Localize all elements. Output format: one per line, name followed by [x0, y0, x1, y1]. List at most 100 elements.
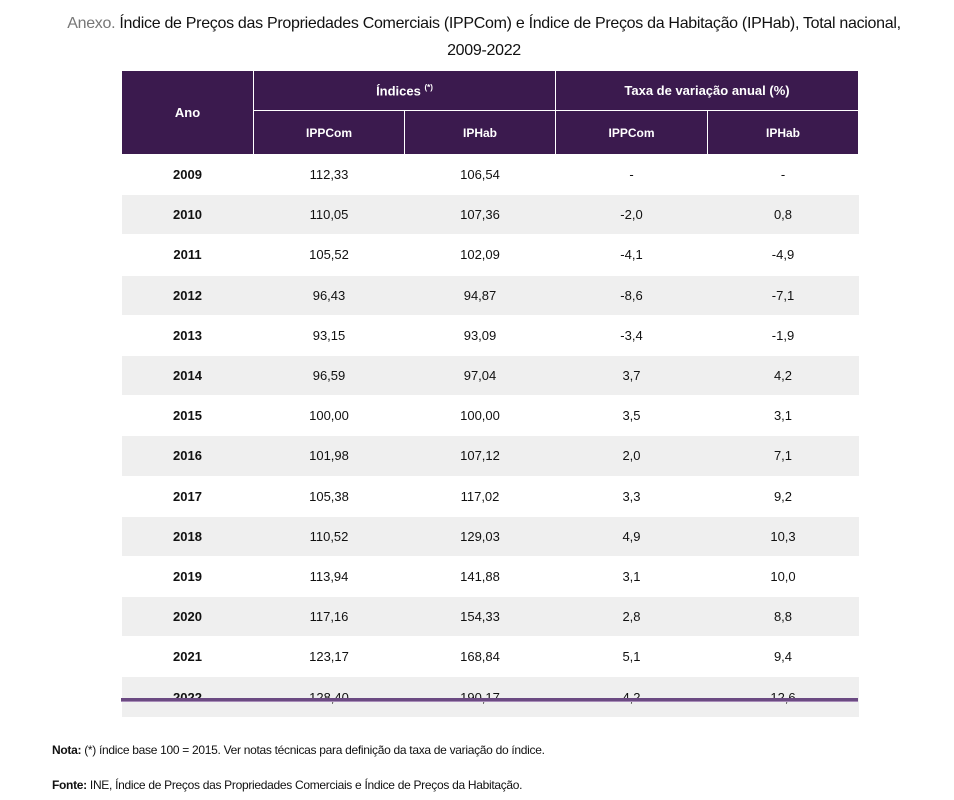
- cell-ippcom-rate: 2,8: [555, 596, 708, 637]
- cell-ippcom-rate: 4,2: [555, 676, 708, 717]
- header-rate-iphab: IPHab: [707, 110, 859, 155]
- cell-iphab-rate: -4,9: [707, 234, 859, 276]
- table-row: 2018 110,52 129,03 4,9 10,3: [121, 515, 859, 557]
- table-row: 2016 101,98 107,12 2,0 7,1: [121, 435, 859, 476]
- cell-ippcom-index: 117,16: [253, 596, 405, 637]
- cell-iphab-rate: 4,2: [707, 354, 859, 396]
- cell-iphab-index: 168,84: [404, 636, 556, 677]
- cell-iphab-index: 106,54: [404, 153, 556, 195]
- cell-iphab-rate: 0,8: [707, 194, 859, 235]
- cell-ippcom-rate: -: [555, 153, 708, 195]
- cell-iphab-rate: 7,1: [707, 435, 859, 476]
- cell-iphab-rate: 10,3: [707, 515, 859, 557]
- cell-iphab-rate: -1,9: [707, 314, 859, 356]
- cell-iphab-rate: 10,0: [707, 555, 859, 597]
- cell-year: 2015: [121, 395, 254, 436]
- cell-iphab-rate: 3,1: [707, 395, 859, 436]
- header-indices-ippcom: IPPCom: [253, 110, 405, 155]
- note-text: (*) índice base 100 = 2015. Ver notas té…: [84, 743, 545, 757]
- cell-ippcom-index: 96,59: [253, 354, 405, 396]
- table-row: 2010 110,05 107,36 -2,0 0,8: [121, 194, 859, 235]
- cell-iphab-index: 94,87: [404, 274, 556, 316]
- cell-ippcom-index: 105,52: [253, 234, 405, 276]
- cell-iphab-index: 97,04: [404, 354, 556, 396]
- cell-year: 2009: [121, 153, 254, 195]
- cell-iphab-index: 100,00: [404, 395, 556, 436]
- table-row: 2012 96,43 94,87 -8,6 -7,1: [121, 274, 859, 316]
- cell-iphab-index: 190,17: [404, 676, 556, 717]
- cell-ippcom-index: 123,17: [253, 636, 405, 677]
- cell-ippcom-rate: -8,6: [555, 274, 708, 316]
- cell-iphab-index: 107,12: [404, 435, 556, 476]
- cell-ippcom-index: 93,15: [253, 314, 405, 356]
- cell-iphab-index: 117,02: [404, 475, 556, 517]
- source-label: Fonte:: [52, 778, 87, 792]
- cell-year: 2010: [121, 194, 254, 235]
- cell-ippcom-index: 96,43: [253, 274, 405, 316]
- cell-ippcom-index: 113,94: [253, 555, 405, 597]
- cell-year: 2017: [121, 475, 254, 517]
- table-row: 2011 105,52 102,09 -4,1 -4,9: [121, 234, 859, 276]
- source-text: INE, Índice de Preços das Propriedades C…: [89, 778, 523, 792]
- cell-iphab-index: 141,88: [404, 555, 556, 597]
- cell-year: 2014: [121, 354, 254, 396]
- cell-ippcom-index: 101,98: [253, 435, 405, 476]
- cell-iphab-rate: 8,8: [707, 596, 859, 637]
- title-line2: 2009-2022: [447, 42, 521, 59]
- table-row: 2017 105,38 117,02 3,3 9,2: [121, 475, 859, 517]
- header-year: Ano: [121, 70, 254, 155]
- cell-ippcom-rate: 4,9: [555, 515, 708, 557]
- cell-ippcom-rate: -4,1: [555, 234, 708, 276]
- cell-iphab-rate: 9,4: [707, 636, 859, 677]
- cell-ippcom-rate: 3,5: [555, 395, 708, 436]
- cell-iphab-rate: -7,1: [707, 274, 859, 316]
- cell-year: 2021: [121, 636, 254, 677]
- cell-iphab-rate: 9,2: [707, 475, 859, 517]
- header-indices-iphab: IPHab: [404, 110, 556, 155]
- cell-ippcom-rate: 3,1: [555, 555, 708, 597]
- table-row: 2015 100,00 100,00 3,5 3,1: [121, 395, 859, 436]
- cell-iphab-rate: 12,6: [707, 676, 859, 717]
- cell-year: 2011: [121, 234, 254, 276]
- table-row: 2022128,40190,174,212,6: [121, 676, 859, 717]
- cell-iphab-index: 129,03: [404, 515, 556, 557]
- cell-ippcom-index: 110,52: [253, 515, 405, 557]
- table-row: 2019 113,94 141,88 3,1 10,0: [121, 555, 859, 597]
- table-source: Fonte: INE, Índice de Preços das Proprie…: [52, 778, 523, 792]
- table-title: Anexo. Índice de Preços das Propriedades…: [60, 10, 908, 64]
- cell-iphab-index: 93,09: [404, 314, 556, 356]
- header-indices-footnote: (*): [424, 82, 433, 92]
- cell-year: 2013: [121, 314, 254, 356]
- table-note: Nota: (*) índice base 100 = 2015. Ver no…: [52, 743, 545, 757]
- cell-iphab-rate: -: [707, 153, 859, 195]
- table-row: 2020 117,16 154,33 2,8 8,8: [121, 596, 859, 637]
- cell-ippcom-index: 105,38: [253, 475, 405, 517]
- cell-ippcom-rate: -3,4: [555, 314, 708, 356]
- cell-ippcom-index: 128,40: [253, 676, 405, 717]
- cell-ippcom-rate: -2,0: [555, 194, 708, 235]
- header-rate-ippcom: IPPCom: [555, 110, 708, 155]
- cell-iphab-index: 102,09: [404, 234, 556, 276]
- table-bottom-rule: [121, 698, 858, 702]
- table-row: 2009 112,33 106,54- -: [121, 153, 859, 195]
- table-row: 2013 93,15 93,09 -3,4 -1,9: [121, 314, 859, 356]
- price-index-table: Ano Índices (*) Taxa de variação anual (…: [121, 70, 859, 717]
- cell-year: 2016: [121, 435, 254, 476]
- cell-ippcom-rate: 3,7: [555, 354, 708, 396]
- table-body: 2009 112,33 106,54- -2010 110,05 107,36 -2,0 0,…: [121, 153, 859, 717]
- cell-year: 2018: [121, 515, 254, 557]
- table-row: 2021 123,17 168,84 5,1 9,4: [121, 636, 859, 677]
- cell-iphab-index: 154,33: [404, 596, 556, 637]
- cell-year: 2020: [121, 596, 254, 637]
- cell-ippcom-index: 110,05: [253, 194, 405, 235]
- cell-iphab-index: 107,36: [404, 194, 556, 235]
- header-rate: Taxa de variação anual (%): [555, 70, 859, 111]
- cell-year: 2022: [121, 676, 254, 717]
- cell-year: 2019: [121, 555, 254, 597]
- header-indices: Índices (*): [253, 70, 556, 111]
- header-indices-label: Índices: [376, 83, 421, 99]
- cell-ippcom-rate: 2,0: [555, 435, 708, 476]
- title-prefix: Anexo.: [67, 15, 116, 32]
- cell-ippcom-rate: 5,1: [555, 636, 708, 677]
- cell-ippcom-rate: 3,3: [555, 475, 708, 517]
